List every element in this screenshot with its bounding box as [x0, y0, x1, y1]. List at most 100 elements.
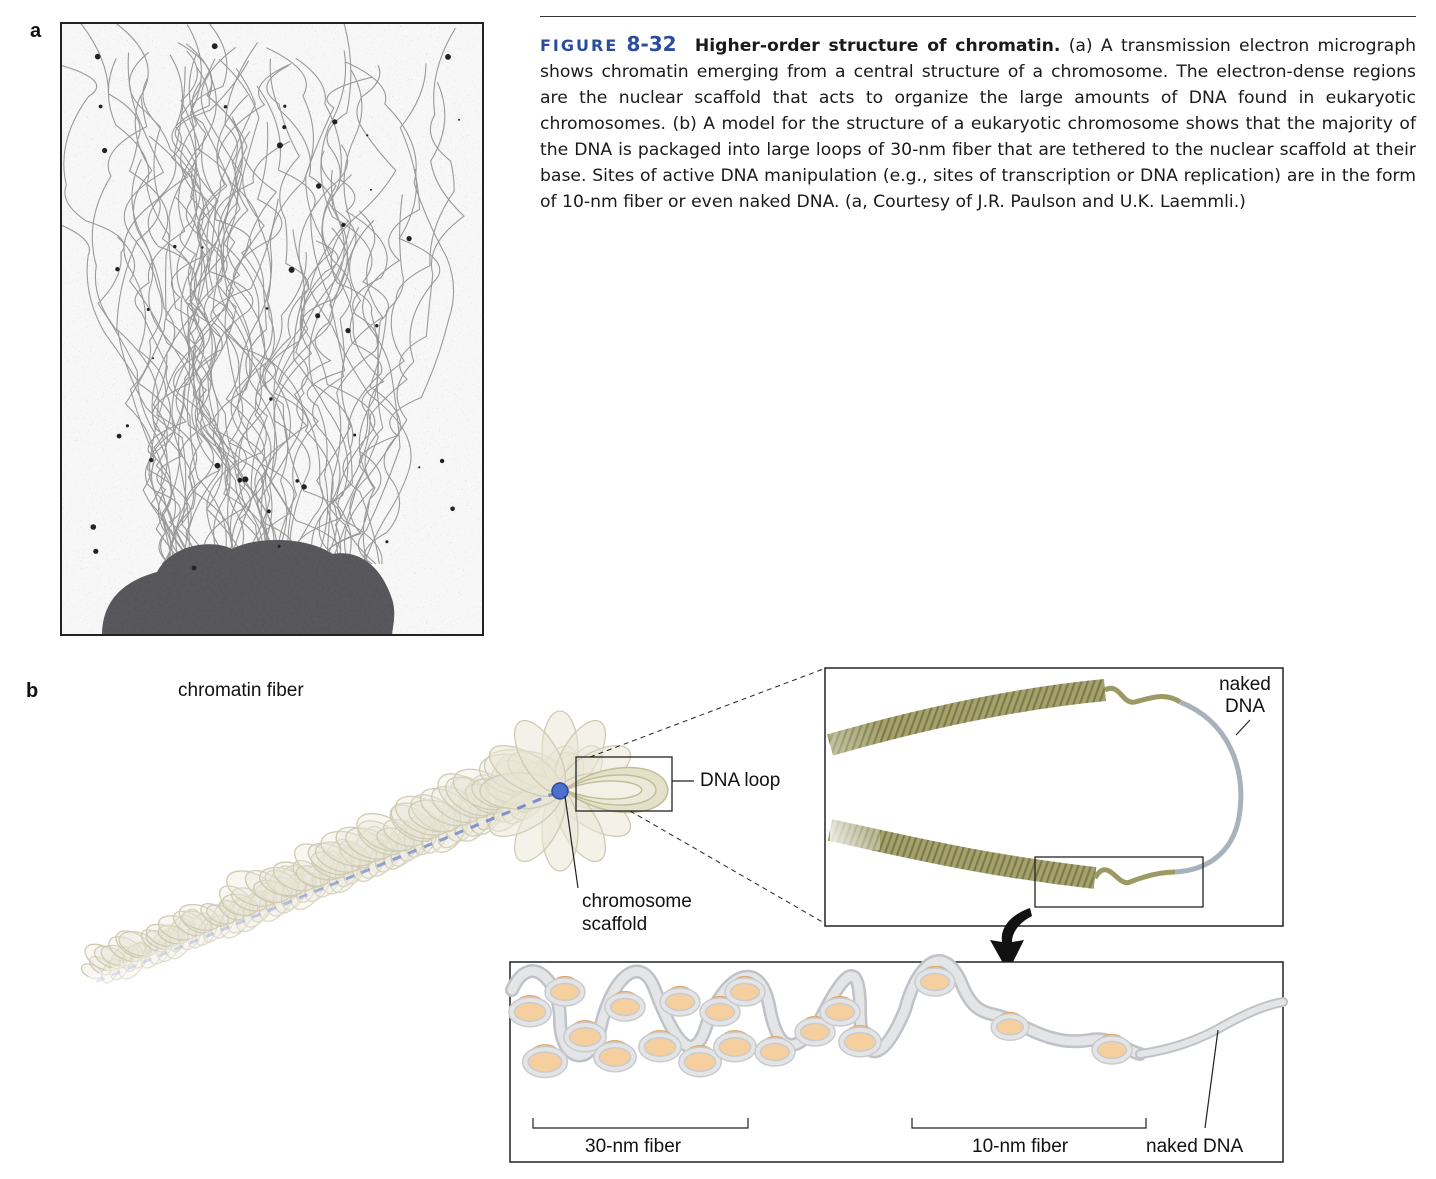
chromatin-loop: [357, 820, 403, 856]
nucleosome: [794, 1015, 836, 1047]
chromatin-strand: [156, 163, 195, 565]
figure-caption-body: (a) A transmission electron micrograph s…: [540, 36, 1416, 212]
chromatin-strand: [210, 198, 295, 565]
micrograph-particle: [315, 313, 321, 319]
chromatin-loop: [335, 826, 387, 863]
chromatin-strand: [197, 68, 272, 565]
micrograph-particle: [366, 134, 369, 137]
electron-micrograph-image: [60, 22, 484, 636]
chromatin-strand: [155, 116, 251, 565]
micrograph-particle: [149, 458, 154, 463]
nucleosome: [754, 1035, 796, 1067]
micrograph-particle: [353, 433, 357, 437]
micrograph-particle: [90, 524, 97, 530]
micrograph-particle: [242, 476, 249, 483]
nucleosome: [604, 990, 646, 1022]
chromatin-strand: [363, 194, 404, 565]
nucleosome-detail-panel: [509, 961, 1284, 1163]
chromatin-strand: [80, 24, 197, 565]
chromatin-strand: [62, 64, 176, 565]
zoom-arrow: [990, 908, 1032, 972]
chromatin-strand: [295, 57, 388, 565]
figure-label: FIGURE: [540, 36, 619, 55]
chromatin-strand: [107, 58, 248, 565]
scaffold-segment: [329, 880, 340, 887]
chromatin-loop: [419, 787, 473, 827]
nucleosome: [678, 1045, 722, 1078]
micrograph-particle: [116, 433, 122, 439]
nucleosome: [699, 995, 741, 1027]
figure-caption: FIGURE 8-32 Higher-order structure of ch…: [540, 16, 1416, 215]
micrograph-particle: [94, 53, 101, 60]
nucleosome: [593, 1040, 637, 1073]
nucleosome: [724, 975, 766, 1007]
nucleosome: [819, 995, 861, 1027]
micrograph-particle: [98, 104, 103, 109]
bracket-10nm: [911, 1118, 1147, 1129]
chromatin-strand: [308, 226, 383, 565]
chromatin-strand: [116, 77, 199, 565]
chromatin-strand: [273, 69, 363, 565]
nucleosome-fiber: [505, 954, 1147, 1079]
micrograph-particle: [125, 424, 129, 428]
chromatin-strand: [309, 219, 412, 565]
chromatin-strand: [115, 24, 239, 565]
micrograph-particle: [345, 328, 351, 334]
chromatin-strand: [266, 47, 332, 565]
dna-loop: [563, 766, 669, 814]
chromatin-strand: [175, 80, 219, 565]
nucleosome: [521, 1044, 569, 1079]
label-30nm-fiber: 30-nm fiber: [585, 1136, 682, 1157]
scaffold-segment: [501, 810, 511, 817]
chromosome-scaffold-dot: [551, 782, 569, 800]
chromatin-strand: [256, 85, 346, 565]
nucleosome: [659, 985, 701, 1017]
chromatin-strand: [131, 158, 195, 565]
micrograph-particle: [418, 466, 421, 469]
chromatin-strand: [293, 144, 377, 565]
figure-title: Higher-order structure of chromatin.: [694, 36, 1061, 56]
micrograph-particle: [458, 118, 461, 121]
chromatin-strand: [169, 54, 275, 565]
chromatin-strand: [223, 42, 304, 565]
micrograph-particle: [265, 307, 269, 310]
micrograph-particle: [237, 477, 243, 483]
chromatin-strand: [273, 240, 339, 565]
chromatin-strand: [147, 135, 278, 565]
scaffold-segment: [469, 822, 480, 830]
chromatin-loop: [259, 866, 307, 897]
chromatin-strand: [293, 61, 455, 565]
micrograph-particle: [445, 54, 451, 60]
label-10nm-fiber: 10-nm fiber: [972, 1136, 1069, 1157]
micrograph-particle: [295, 479, 299, 483]
figure-number: 8-32: [626, 32, 677, 56]
label-chromosome-scaffold-line1: chromosome: [582, 891, 692, 912]
dna-loop-box: [575, 756, 673, 812]
micrograph-particle: [93, 548, 99, 554]
label-naked-dna-top-line2: DNA: [1224, 696, 1266, 717]
nucleosome: [1091, 1033, 1133, 1065]
chromatin-strand: [62, 224, 213, 565]
chromatin-strand: [330, 27, 456, 565]
chromatin-strand: [357, 63, 427, 565]
micrograph-particle: [102, 147, 108, 154]
nucleosome: [838, 1025, 882, 1058]
chromatin-strand: [171, 66, 254, 565]
micrograph-particle: [375, 324, 379, 328]
micrograph-particle: [439, 458, 445, 464]
chromatin-strand: [180, 58, 233, 565]
scaffold-segment: [438, 835, 449, 842]
scaffold-segment: [454, 829, 464, 836]
micrograph-particle: [266, 509, 271, 514]
nucleosome: [508, 995, 552, 1028]
micrograph-particle: [369, 188, 372, 191]
label-chromatin-fiber: chromatin fiber: [178, 680, 304, 701]
micrograph-particle: [277, 544, 281, 548]
micrograph-particle: [332, 119, 338, 125]
chromatin-strand: [311, 81, 465, 565]
label-naked-dna-bottom: naked DNA: [1146, 1136, 1244, 1157]
chromatin-strand: [266, 65, 349, 565]
label-chromosome-scaffold-line2: scaffold: [582, 914, 648, 935]
chromatin-loop: [178, 903, 221, 931]
chromatin-loop: [145, 923, 182, 948]
